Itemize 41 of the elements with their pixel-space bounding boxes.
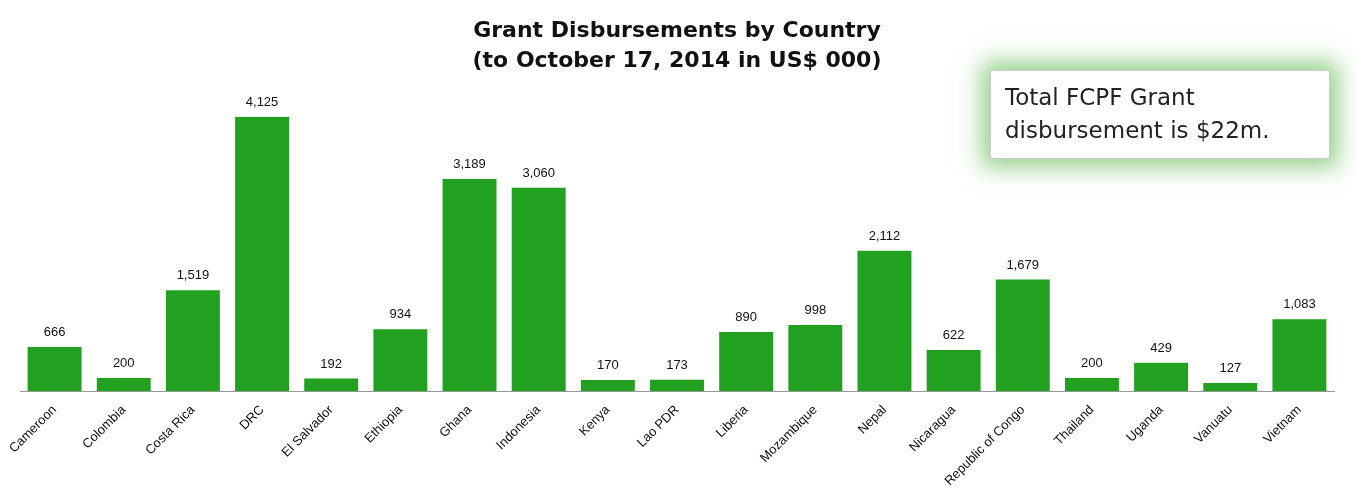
note-box: Total FCPF Grant disbursement is $22m.: [990, 70, 1330, 159]
data-label: 622: [942, 327, 965, 343]
bar: [926, 349, 981, 392]
data-label: 3,189: [453, 156, 486, 172]
chart-title: Grant Disbursements by Country: [473, 16, 881, 42]
data-label: 2,112: [868, 227, 901, 243]
bar: [995, 279, 1050, 392]
data-label: 170: [596, 357, 619, 373]
bar: [788, 324, 843, 392]
bar: [719, 332, 774, 392]
data-label: 934: [389, 306, 412, 322]
bar: [304, 378, 359, 392]
bar: [1203, 382, 1258, 392]
data-label: 3,060: [522, 164, 555, 180]
bar: [580, 380, 635, 392]
data-label: 890: [735, 309, 758, 325]
bar: [96, 378, 151, 392]
bar: [235, 116, 290, 392]
data-label: 1,083: [1283, 296, 1316, 312]
data-label: 998: [804, 301, 827, 317]
data-label: 1,679: [1006, 256, 1040, 272]
data-label: 1,519: [176, 267, 210, 283]
bar: [650, 379, 704, 392]
data-label: 429: [1150, 339, 1172, 355]
data-label: 666: [43, 324, 66, 340]
data-label: 4,125: [245, 93, 279, 109]
bar: [373, 329, 428, 392]
data-label: 192: [320, 355, 343, 371]
bar: [1064, 378, 1119, 392]
bar: [1134, 362, 1189, 392]
bar: [442, 179, 497, 392]
data-label: 127: [1219, 359, 1242, 375]
data-label: 200: [1081, 355, 1103, 371]
bar: [165, 290, 220, 392]
data-label: 200: [112, 355, 135, 371]
bar: [1272, 319, 1327, 392]
bar: [27, 347, 82, 392]
chart-subtitle: (to October 17, 2014 in US$ 000): [472, 47, 882, 73]
bar: [857, 250, 912, 392]
data-label: 173: [666, 356, 688, 372]
bar: [511, 187, 566, 392]
